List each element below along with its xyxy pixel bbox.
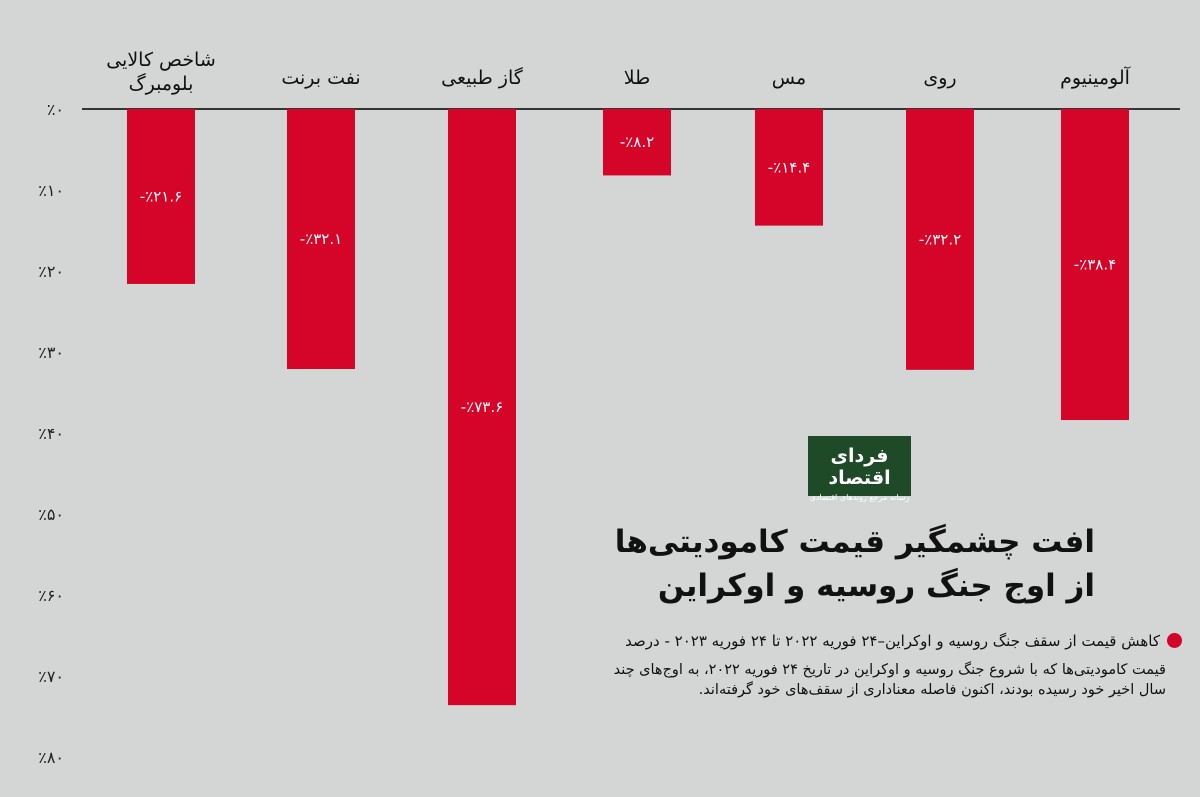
y-axis-ticks: ٪۰ ٪۱۰ ٪۲۰ ٪۳۰ ٪۴۰ ٪۵۰ ٪۶۰ ٪۷۰ ٪۸۰ (38, 100, 64, 767)
category-label: مس (772, 67, 806, 89)
chart-title: افت چشمگیر قیمت کامودیتی‌ها از اوج جنگ ر… (575, 520, 1095, 608)
y-tick-label: ٪۵۰ (38, 505, 64, 524)
data-label: -٪۸.۲ (620, 133, 654, 151)
chart-note: کاهش قیمت از سقف جنگ روسیه و اوکراین–۲۴ … (532, 630, 1182, 700)
y-tick-label: ٪۱۰ (38, 181, 64, 200)
title-line-1: افت چشمگیر قیمت کامودیتی‌ها (614, 524, 1095, 560)
title-line-2: از اوج جنگ روسیه و اوکراین (657, 568, 1095, 604)
category-label: آلومینیوم (1060, 65, 1131, 89)
y-tick-label: ٪۸۰ (38, 748, 64, 767)
bar (906, 109, 974, 370)
category-label: شاخص کالایی (106, 49, 216, 71)
brand-logo: فردای اقتصاد رسانه مرجع روندهای اقتصادی (808, 436, 911, 502)
data-label: -٪۱۴.۴ (768, 158, 810, 176)
data-label: -٪۳۸.۴ (1074, 256, 1116, 274)
logo-sub-text: رسانه مرجع روندهای اقتصادی (809, 493, 910, 502)
y-tick-label: ٪۴۰ (38, 424, 64, 443)
note-heading-text: کاهش قیمت از سقف جنگ روسیه و اوکراین–۲۴ … (625, 632, 1160, 650)
data-label: -٪۷۳.۶ (461, 398, 503, 416)
bar (127, 109, 195, 284)
bar (1061, 109, 1129, 421)
category-label: گاز طبیعی (441, 66, 524, 89)
bars-group (127, 109, 1129, 706)
category-label: بلومبرگ (129, 73, 194, 95)
category-label: روی (923, 67, 956, 89)
y-tick-label: ٪۰ (47, 100, 64, 119)
data-label: -٪۲۱.۶ (140, 187, 182, 205)
bar (448, 109, 516, 706)
note-body: قیمت کامودیتی‌ها که با شروع جنگ روسیه و … (613, 662, 1166, 698)
logo-main-text: فردای اقتصاد (828, 445, 891, 489)
y-tick-label: ٪۳۰ (38, 343, 64, 362)
bar (287, 109, 355, 370)
note-heading: کاهش قیمت از سقف جنگ روسیه و اوکراین–۲۴ … (532, 630, 1182, 652)
data-labels: -٪۲۱.۶ -٪۳۲.۱ -٪۷۳.۶ -٪۸.۲ -٪۱۴.۴ -٪۳۲.۲ -٪۳۸.… (140, 133, 1116, 416)
y-tick-label: ٪۷۰ (38, 667, 64, 686)
bar (603, 109, 671, 176)
red-dot-icon (1167, 633, 1182, 648)
category-label: طلا (624, 67, 650, 89)
y-tick-label: ٪۶۰ (38, 586, 64, 605)
y-tick-label: ٪۲۰ (38, 262, 64, 281)
data-label: -٪۳۲.۲ (919, 230, 961, 248)
data-label: -٪۳۲.۱ (300, 230, 342, 248)
category-label: نفت برنت (281, 67, 360, 89)
bar (755, 109, 823, 226)
